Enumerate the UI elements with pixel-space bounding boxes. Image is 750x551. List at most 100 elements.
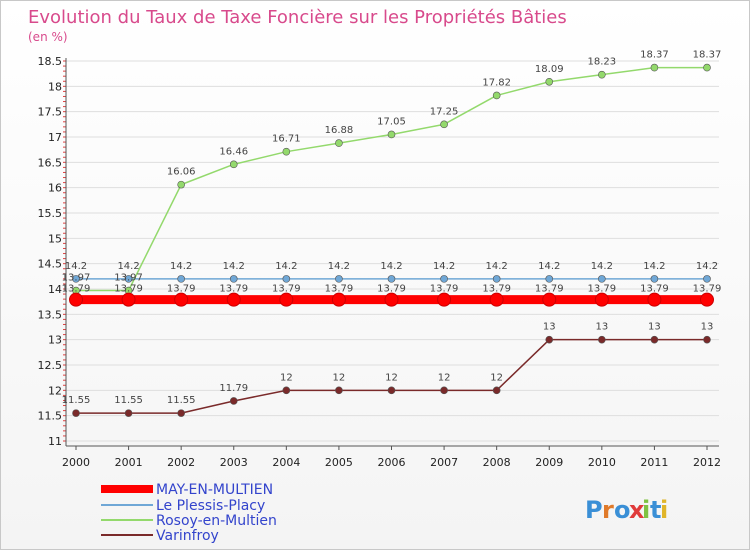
- x-tick-label: 2009: [535, 456, 563, 469]
- logo-letter: i: [642, 496, 650, 524]
- x-tick-label: 2008: [483, 456, 511, 469]
- data-label: 13: [701, 322, 714, 333]
- data-point: [69, 292, 83, 307]
- x-tick-label: 2001: [115, 456, 143, 469]
- x-tick-label: 2004: [272, 456, 300, 469]
- chart-subtitle: (en %): [28, 30, 68, 44]
- data-point: [542, 292, 557, 307]
- data-label: 17.82: [482, 77, 511, 88]
- data-label: 13.79: [325, 284, 354, 295]
- data-label: 14.2: [170, 261, 192, 272]
- x-tick-label: 2006: [378, 456, 406, 469]
- y-tick-label: 12: [48, 384, 62, 397]
- data-label: 14.2: [223, 261, 245, 272]
- data-label: 14.2: [591, 261, 613, 272]
- data-point: [545, 77, 554, 86]
- x-tick-label: 2005: [325, 456, 353, 469]
- data-point: [124, 275, 133, 283]
- data-point: [440, 120, 448, 129]
- data-label: 13.79: [640, 284, 669, 295]
- x-tick-label: 2007: [430, 456, 458, 469]
- data-label: 13.79: [693, 284, 722, 295]
- data-label: 13.79: [377, 284, 406, 295]
- data-point: [437, 292, 452, 307]
- data-point: [492, 386, 501, 395]
- data-label: 18.37: [693, 50, 722, 61]
- data-point: [335, 275, 343, 283]
- y-tick-label: 17.5: [38, 106, 63, 119]
- data-point: [229, 275, 238, 283]
- y-tick-label: 14.5: [38, 258, 63, 271]
- logo-letter: P: [585, 496, 603, 524]
- data-label: 14.2: [643, 261, 665, 272]
- data-point: [72, 275, 80, 283]
- data-label: 12: [280, 372, 293, 383]
- data-point: [545, 335, 554, 344]
- data-label: 17.05: [377, 116, 406, 127]
- data-label: 11.79: [219, 383, 248, 394]
- data-label: 16.88: [325, 125, 354, 136]
- data-point: [282, 275, 291, 283]
- logo-letter: r: [602, 496, 614, 524]
- data-point: [384, 292, 399, 307]
- y-tick-label: 14: [48, 283, 62, 296]
- data-label: 13: [543, 322, 556, 333]
- x-tick-label: 2003: [220, 456, 248, 469]
- x-tick-label: 2000: [62, 456, 90, 469]
- data-label: 18.23: [588, 57, 617, 68]
- data-label: 13.79: [430, 284, 459, 295]
- logo-letter: o: [614, 496, 631, 524]
- data-label: 13.79: [167, 284, 196, 295]
- legend-label: Varinfroy: [156, 528, 219, 544]
- data-point: [650, 335, 659, 344]
- data-point: [703, 275, 711, 283]
- series-rosoy-en-multien: 13.97 13.97 16.06 16.46 16.71 16.88 17.05 17.25…: [62, 50, 722, 295]
- data-label: 13: [595, 322, 608, 333]
- data-point: [226, 292, 241, 307]
- data-label: 11.55: [167, 395, 196, 406]
- data-point: [174, 292, 189, 307]
- data-label: 13.79: [62, 284, 91, 295]
- data-point: [72, 409, 80, 417]
- logo-letter: t: [650, 496, 661, 524]
- series-may-en-multien: 13.79 13.79 13.79 13.79 13.79 13.79 13.79 13.79…: [62, 284, 722, 307]
- data-label: 13.97: [62, 273, 91, 284]
- data-label: 14.2: [696, 261, 718, 272]
- axes: 11 11.5 12 12.5 13 13.5 14 14.5 15 15.5 16 16.5 17 17…: [38, 55, 722, 469]
- data-label: 13.79: [535, 284, 564, 295]
- data-point: [124, 409, 133, 417]
- data-point: [282, 147, 291, 156]
- data-point: [387, 275, 396, 283]
- y-tick-label: 17: [48, 131, 62, 144]
- data-point: [335, 386, 343, 395]
- y-tick-label: 11.5: [38, 410, 63, 423]
- y-tick-label: 13: [48, 334, 62, 347]
- data-label: 14.2: [486, 261, 508, 272]
- legend-label: Rosoy-en-Multien: [156, 513, 277, 529]
- data-point: [598, 70, 606, 79]
- data-label: 14.2: [433, 261, 455, 272]
- data-label: 13: [648, 322, 661, 333]
- data-point: [440, 275, 448, 283]
- chart-title: Evolution du Taux de Taxe Foncière sur l…: [28, 7, 567, 28]
- data-point: [545, 275, 554, 283]
- data-point: [279, 292, 294, 307]
- data-label: 14.2: [65, 261, 87, 272]
- data-label: 12: [490, 372, 503, 383]
- data-point: [387, 386, 396, 395]
- data-point: [489, 292, 504, 307]
- data-label: 16.46: [219, 146, 248, 157]
- data-point: [650, 275, 659, 283]
- data-label: 13.97: [114, 273, 143, 284]
- series-layer: 11.55 11.55 11.55 11.79 12 12 12 12 12 13 13 13 13 14…: [62, 50, 722, 417]
- data-point: [387, 130, 396, 139]
- data-label: 13.79: [588, 284, 617, 295]
- x-tick-label: 2002: [167, 456, 195, 469]
- data-point: [594, 292, 609, 307]
- logo-letter: x: [629, 496, 645, 524]
- data-label: 16.71: [272, 134, 301, 145]
- data-label: 14.2: [380, 261, 402, 272]
- y-tick-label: 18: [48, 80, 62, 93]
